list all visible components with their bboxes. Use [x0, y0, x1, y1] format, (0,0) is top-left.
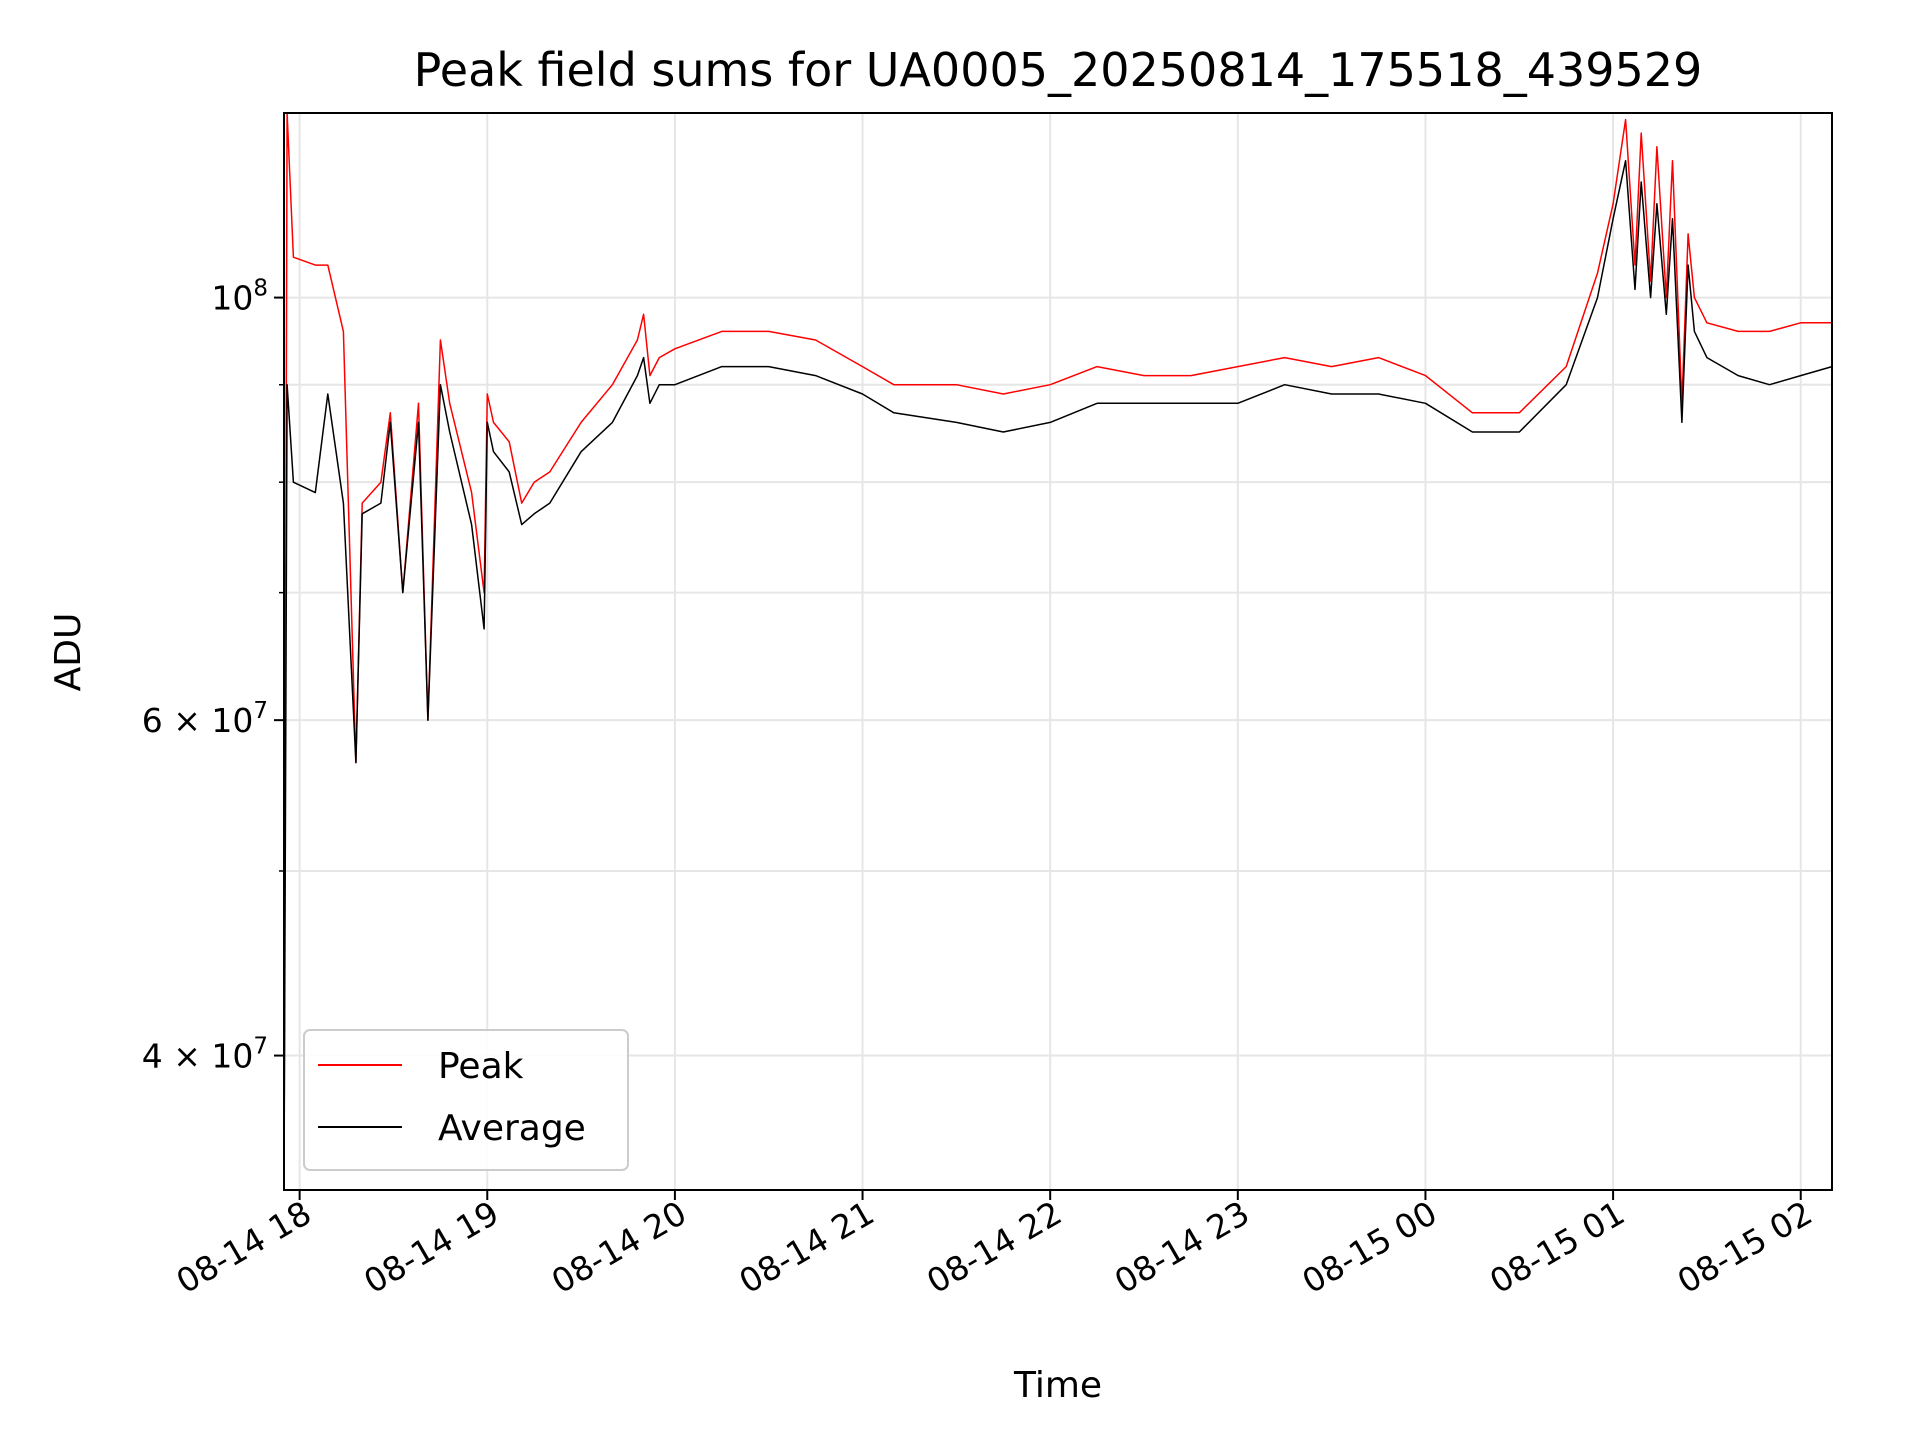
- chart-title: Peak field sums for UA0005_20250814_1755…: [414, 43, 1703, 97]
- y-tick-label: 108: [211, 276, 268, 318]
- y-axis-label: ADU: [48, 613, 89, 692]
- series-line-average: [283, 159, 1833, 1191]
- x-axis-label: Time: [1013, 1365, 1102, 1406]
- y-axis: 4 × 107 6 × 107 108: [142, 276, 284, 1076]
- y-tick-label: 4 × 107: [142, 1034, 268, 1076]
- legend: Peak Average: [303, 1029, 629, 1171]
- plot-frame: [283, 112, 1833, 1191]
- y-tick-label: 6 × 107: [142, 698, 268, 740]
- legend-label-peak: Peak: [438, 1046, 524, 1087]
- y-tick-exponent: 8: [253, 276, 268, 302]
- y-tick-exponent: 7: [253, 1034, 268, 1060]
- series-layer: [283, 112, 1833, 1191]
- series-line-peak: [283, 112, 1832, 1191]
- legend-label-average: Average: [438, 1108, 586, 1149]
- grid: [284, 113, 1832, 1190]
- y-tick-exponent: 7: [253, 698, 268, 724]
